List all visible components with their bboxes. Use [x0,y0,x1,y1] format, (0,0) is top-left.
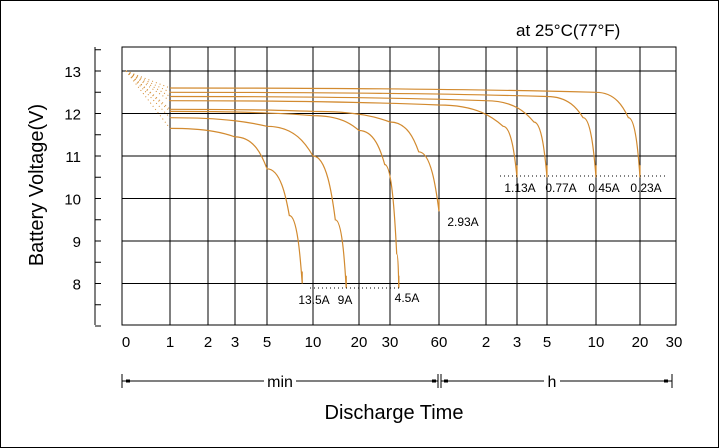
chart-title: at 25°C(77°F) [516,21,620,40]
x-tick-label-min: 5 [263,334,271,351]
discharge-curve [169,110,400,288]
curve-initial-drop [125,70,171,102]
y-axis-title: Battery Voltage(V) [26,104,48,266]
curve-initial-drop [125,70,171,97]
y-tick-label: 11 [65,149,81,166]
series-label: 0.45A [588,181,619,195]
curve-initial-drop [125,70,171,93]
x-tick-label-h: 10 [588,334,605,351]
plot-border [121,46,677,326]
curve-initial-drop [125,70,171,129]
x-tick-label-h: 5 [543,334,551,351]
x-axis-title: Discharge Time [325,402,464,424]
discharge-curve [169,87,641,178]
series-label: 1.13A [504,181,535,195]
x-unit-h: h [548,374,557,391]
discharge-curve [169,117,347,288]
y-tick-label: 12 [64,107,81,124]
y-tick-label: 10 [64,192,81,209]
x-tick-label-min: 60 [431,334,448,351]
series-label: 9A [338,293,353,307]
y-tick-label: 13 [64,64,81,81]
x-tick-label-min: 2 [204,334,212,351]
series-label: 0.23A [630,181,661,195]
x-tick-label-min: 30 [382,334,399,351]
y-tick-label: 9 [73,234,81,251]
x-tick-label-h: 20 [632,334,649,351]
series-label: 4.5A [395,291,420,305]
discharge-curve [169,100,518,178]
discharge-curve [169,127,303,284]
axes [94,47,673,388]
x-tick-label-h: 2 [482,334,490,351]
x-tick-label-min: 0 [122,334,130,351]
y-tick-label: 8 [73,277,81,294]
series-label: 13.5A [298,293,329,307]
discharge-curve [169,95,548,178]
curve-initial-drop [125,70,171,110]
x-unit-min: min [267,374,293,391]
curve-initial-drop [125,70,171,119]
curve-initial-drop [125,70,171,89]
x-tick-label-min: 20 [351,334,368,351]
series-label: 0.77A [545,181,576,195]
x-tick-label-h: 3 [513,334,521,351]
x-tick-label-min: 1 [166,334,174,351]
discharge-curves [125,70,668,289]
x-tick-label-min: 10 [305,334,322,351]
discharge-curve [169,108,440,212]
x-tick-label-min: 3 [231,334,239,351]
grid [121,46,677,326]
x-tick-label-h: 30 [666,334,683,351]
series-label: 2.93A [447,215,478,229]
discharge-curve [169,91,597,178]
